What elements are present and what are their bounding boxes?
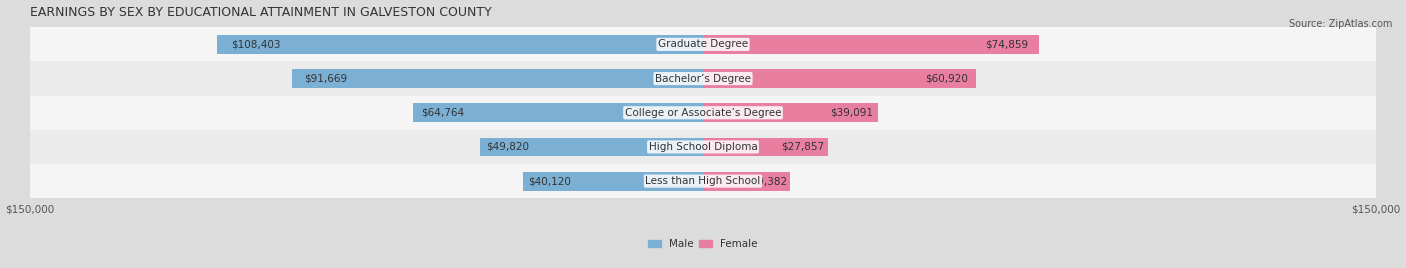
Text: $60,920: $60,920 bbox=[925, 74, 969, 84]
Text: College or Associate’s Degree: College or Associate’s Degree bbox=[624, 108, 782, 118]
Bar bbox=[292, 69, 703, 88]
Text: $49,820: $49,820 bbox=[486, 142, 529, 152]
Text: $27,857: $27,857 bbox=[782, 142, 824, 152]
Bar bbox=[703, 103, 879, 122]
Bar bbox=[30, 27, 1376, 61]
Bar bbox=[523, 172, 703, 191]
Bar bbox=[217, 35, 703, 54]
Bar bbox=[703, 69, 976, 88]
Text: Source: ZipAtlas.com: Source: ZipAtlas.com bbox=[1288, 19, 1392, 29]
Text: $39,091: $39,091 bbox=[830, 108, 873, 118]
Bar bbox=[412, 103, 703, 122]
Text: $19,382: $19,382 bbox=[744, 176, 787, 186]
Bar bbox=[30, 164, 1376, 198]
Text: $40,120: $40,120 bbox=[529, 176, 571, 186]
Text: EARNINGS BY SEX BY EDUCATIONAL ATTAINMENT IN GALVESTON COUNTY: EARNINGS BY SEX BY EDUCATIONAL ATTAINMEN… bbox=[30, 6, 492, 18]
Bar bbox=[703, 35, 1039, 54]
Text: Graduate Degree: Graduate Degree bbox=[658, 39, 748, 49]
Text: $108,403: $108,403 bbox=[232, 39, 281, 49]
Text: $64,764: $64,764 bbox=[422, 108, 464, 118]
Bar bbox=[479, 137, 703, 156]
Bar bbox=[30, 61, 1376, 96]
Text: Bachelor’s Degree: Bachelor’s Degree bbox=[655, 74, 751, 84]
Legend: Male, Female: Male, Female bbox=[644, 235, 762, 253]
Bar bbox=[703, 137, 828, 156]
Text: $74,859: $74,859 bbox=[986, 39, 1029, 49]
Bar bbox=[30, 130, 1376, 164]
Bar bbox=[30, 96, 1376, 130]
Bar bbox=[703, 172, 790, 191]
Text: $91,669: $91,669 bbox=[304, 74, 347, 84]
Text: High School Diploma: High School Diploma bbox=[648, 142, 758, 152]
Text: Less than High School: Less than High School bbox=[645, 176, 761, 186]
